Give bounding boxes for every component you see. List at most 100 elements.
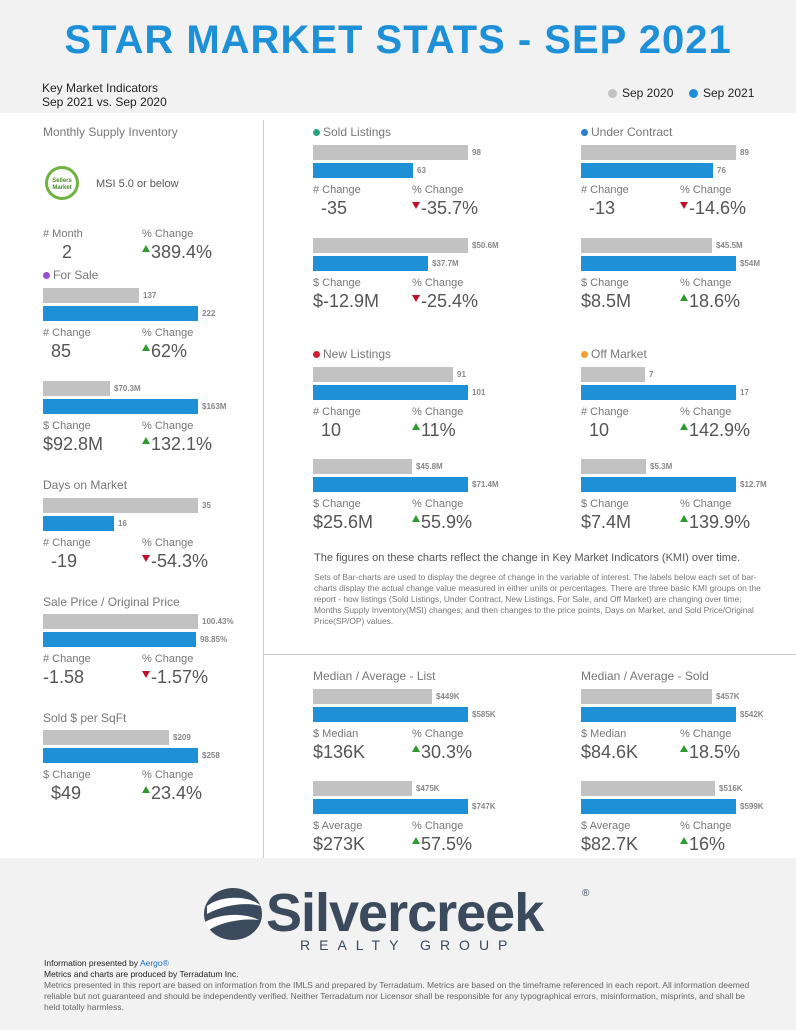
section-title-text: Days on Market [43, 478, 128, 492]
left-dom-bar-prev [43, 498, 198, 513]
section-dot-icon [43, 272, 50, 280]
newl-b2-bar-curr-label: $71.4M [472, 480, 499, 489]
up-triangle-icon [412, 515, 420, 522]
section-title-text: Median / Average - Sold [581, 669, 709, 683]
left-sqft-title: Sold $ per SqFt [43, 711, 126, 725]
msi-lbl2: % Change [142, 228, 194, 240]
left-sqft-val2-wrap: 23.4% [142, 783, 202, 804]
offm-b1-val2: 142.9% [689, 420, 751, 440]
left-for_sale-b2-val2: 132.1% [151, 434, 213, 454]
section-dot-icon [581, 129, 588, 137]
msold-b2-bar-prev-label: $516K [719, 784, 743, 793]
desc-detail: Sets of Bar-charts are used to display t… [314, 572, 761, 626]
contract-b1-bar-curr [581, 163, 713, 178]
mlist-b2-val2-wrap: 57.5% [412, 834, 472, 855]
newl-b1-title: New Listings [313, 347, 391, 361]
mlist-b1-bar-curr [313, 707, 468, 722]
sold-b1-val2-wrap: -35.7% [412, 198, 478, 219]
left-sqft-bar-curr-label: $258 [202, 751, 220, 760]
legend-curr-label: Sep 2021 [703, 86, 755, 100]
sold-b2-val1: $-12.9M [313, 291, 380, 311]
mlist-b1-val2: 30.3% [421, 742, 473, 762]
logo-wordmark: Silvercreek [266, 883, 544, 943]
newl-b2-val2: 55.9% [421, 512, 473, 532]
left-dom-val1: -19 [51, 551, 78, 571]
down-triangle-icon [412, 295, 420, 302]
legend-curr: Sep 2021 [689, 86, 754, 100]
offm-b2-val2-wrap: 139.9% [680, 512, 750, 533]
up-triangle-icon [142, 245, 150, 252]
kmi-line1: Key Market Indicators [42, 81, 159, 95]
contract-b1-val2-wrap: -14.6% [680, 198, 746, 219]
left-for_sale-b1-bar-prev [43, 288, 139, 303]
newl-b2-bar-curr [313, 477, 468, 492]
up-triangle-icon [142, 786, 150, 793]
offm-b1-val2-wrap: 142.9% [680, 420, 750, 441]
contract-b2-bar-curr-label: $54M [740, 259, 761, 268]
up-triangle-icon [680, 515, 688, 522]
left-for_sale-b2-val2-wrap: 132.1% [142, 434, 212, 455]
newl-b1-val2-wrap: 11% [412, 420, 456, 441]
left-spop-title: Sale Price / Original Price [43, 595, 180, 609]
left-sqft-val1: $49 [51, 783, 82, 803]
sold-b2-bar-curr [313, 256, 428, 271]
mlist-b2-lbl2: % Change [412, 820, 464, 832]
left-spop-val2-wrap: -1.57% [142, 667, 208, 688]
sold-b1-val1: -35 [321, 198, 348, 218]
footer-metrics: Metrics and charts are produced by Terra… [44, 969, 239, 979]
left-spop-bar-curr-label: 98.85% [200, 635, 228, 644]
offm-b1-bar-prev [581, 367, 645, 382]
msold-b2-bar-prev [581, 781, 715, 796]
left-sqft-bar-prev-label: $209 [173, 733, 191, 742]
contract-b1-val1: -13 [589, 198, 616, 218]
left-spop-lbl1: # Change [43, 653, 91, 665]
footer-brand-link[interactable]: Aergo® [139, 958, 169, 968]
left-for_sale-b2-val1: $92.8M [43, 434, 104, 454]
sold-b1-bar-curr-label: 63 [417, 166, 426, 175]
offm-b2-lbl2: % Change [680, 498, 732, 510]
offm-b2-bar-prev [581, 459, 646, 474]
mlist-b1-val1: $136K [313, 742, 366, 762]
newl-b1-val1: 10 [321, 420, 342, 440]
msold-b1-bar-prev [581, 689, 712, 704]
offm-b1-val1: 10 [589, 420, 610, 440]
divider-vertical [263, 120, 264, 858]
contract-b2-bar-prev-label: $45.5M [716, 241, 743, 250]
mlist-b1-bar-prev [313, 689, 432, 704]
mlist-b2-val2: 57.5% [421, 834, 473, 854]
left-for_sale-b2-bar-prev [43, 381, 110, 396]
contract-b2-val1: $8.5M [581, 291, 632, 311]
sold-b1-bar-prev [313, 145, 468, 160]
msold-b1-val2-wrap: 18.5% [680, 742, 740, 763]
sold-b2-bar-prev [313, 238, 468, 253]
sold-b2-bar-curr-label: $37.7M [432, 259, 459, 268]
left-spop-lbl2: % Change [142, 653, 194, 665]
left-spop-bar-curr [43, 632, 196, 647]
contract-b1-bar-prev [581, 145, 736, 160]
up-triangle-icon [412, 423, 420, 430]
sold-b1-val2: -35.7% [421, 198, 479, 218]
mlist-b1-title: Median / Average - List [313, 669, 436, 683]
msi-lbl1: # Month [43, 228, 83, 240]
left-spop-bar-prev [43, 614, 198, 629]
offm-b2-bar-curr-label: $12.7M [740, 480, 767, 489]
sellers-market-badge: Sellers Market [45, 166, 79, 200]
footer: Information presented by Aergo® Metrics … [44, 958, 756, 1013]
left-dom-lbl2: % Change [142, 537, 194, 549]
left-spop-val1: -1.58 [43, 667, 85, 687]
mlist-b2-val1: $273K [313, 834, 366, 854]
left-dom-val2: -54.3% [151, 551, 209, 571]
offm-b1-bar-curr-label: 17 [740, 388, 749, 397]
contract-b2-bar-prev [581, 238, 712, 253]
left-for_sale-b1-bar-curr [43, 306, 198, 321]
mlist-b2-bar-prev [313, 781, 412, 796]
msold-b1-title: Median / Average - Sold [581, 669, 709, 683]
kmi-line2: Sep 2021 vs. Sep 2020 [42, 95, 167, 109]
up-triangle-icon [142, 344, 150, 351]
sold-b1-bar-curr [313, 163, 413, 178]
up-triangle-icon [680, 423, 688, 430]
msold-b1-bar-prev-label: $457K [716, 692, 740, 701]
section-dot-icon [313, 129, 320, 137]
mlist-b1-bar-prev-label: $449K [436, 692, 460, 701]
msi-title: Monthly Supply Inventory [43, 125, 178, 139]
